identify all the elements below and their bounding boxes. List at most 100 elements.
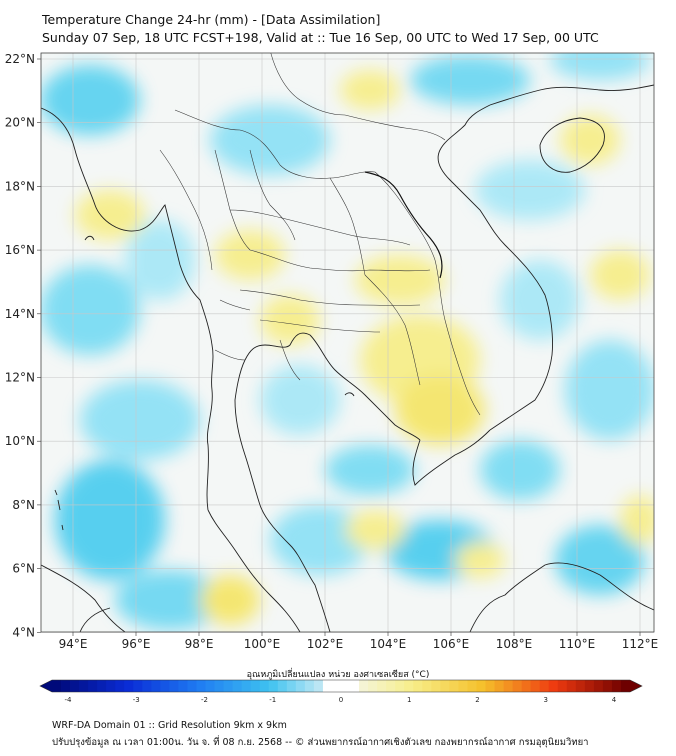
longitude-label: 100°E	[244, 637, 281, 651]
colorbar-segment	[467, 680, 477, 692]
colorbar-segment	[70, 680, 80, 692]
colorbar-tick-label: 1	[407, 696, 411, 704]
colorbar-tick-label: 3	[544, 696, 548, 704]
colorbar-segment	[241, 680, 252, 692]
colorbar-segment	[341, 680, 351, 692]
longitude-label: 108°E	[496, 637, 533, 651]
colorbar-segment	[295, 680, 306, 692]
longitude-label: 94°E	[59, 637, 88, 651]
colorbar-tick-label: -1	[269, 696, 276, 704]
colorbar-segment	[124, 680, 134, 692]
colorbar-segment	[160, 680, 170, 692]
colorbar-segment	[106, 680, 116, 692]
colorbar-segment	[503, 680, 513, 692]
colorbar-segment	[169, 680, 179, 692]
colorbar-max-arrow	[630, 680, 642, 692]
colorbar-segment	[259, 680, 270, 692]
map-title: Temperature Change 24-hr (mm) - [Data As…	[42, 12, 381, 27]
colorbar-segment	[97, 680, 107, 692]
colorbar-segment	[593, 680, 604, 692]
colorbar-segment	[79, 680, 89, 692]
map-subtitle: Sunday 07 Sep, 18 UTC FCST+198, Valid at…	[42, 30, 599, 45]
colorbar-segment	[250, 680, 261, 692]
colorbar-segment	[331, 680, 342, 692]
latitude-label: 22°N	[5, 52, 35, 66]
colorbar-segment	[584, 680, 595, 692]
colorbar-segment	[232, 680, 243, 692]
colorbar-segment	[539, 680, 550, 692]
colorbar-segment	[350, 680, 360, 692]
colorbar-segment	[322, 680, 333, 692]
colorbar-segment	[575, 680, 586, 692]
colorbar-segment	[404, 680, 414, 692]
temperature-field	[41, 53, 654, 632]
colorbar-segment	[494, 680, 504, 692]
graticule	[37, 53, 654, 636]
colorbar-segment	[304, 680, 315, 692]
latitude-label: 10°N	[5, 434, 35, 448]
longitude-label: 98°E	[185, 637, 214, 651]
colorbar-segment	[196, 680, 206, 692]
colorbar-segment	[377, 680, 387, 692]
latitude-label: 8°N	[12, 498, 35, 512]
footer-credit: ปรับปรุงข้อมูล ณ เวลา 01:00น. วัน จ. ที่…	[52, 737, 589, 748]
colorbar-segment	[223, 680, 234, 692]
longitude-label: 112°E	[622, 637, 659, 651]
latitude-label: 16°N	[5, 243, 35, 257]
longitude-label: 110°E	[559, 637, 596, 651]
latitude-label: 12°N	[5, 371, 35, 385]
colorbar-title: อุณหภูมิเปลี่ยนแปลง หน่วย องศาเซลเซียส (…	[246, 670, 430, 680]
colorbar-segment	[359, 680, 369, 692]
longitude-label: 104°E	[370, 637, 407, 651]
longitude-label: 102°E	[307, 637, 344, 651]
colorbar-segment	[133, 680, 143, 692]
colorbar-segment	[458, 680, 468, 692]
latitude-label: 6°N	[12, 562, 35, 576]
colorbar-segment	[286, 680, 297, 692]
colorbar-segment	[368, 680, 378, 692]
colorbar-segment	[395, 680, 405, 692]
colorbar-segment	[440, 680, 450, 692]
colorbar-segment	[422, 680, 432, 692]
colorbar-tick-label: -4	[65, 696, 73, 704]
colorbar-segment	[521, 680, 532, 692]
colorbar-tick-label: -2	[201, 696, 208, 704]
colorbar-segment	[602, 680, 613, 692]
colorbar-segment	[277, 680, 288, 692]
coastlines	[41, 84, 654, 632]
province-borders	[159, 53, 481, 416]
colorbar-segment	[142, 680, 152, 692]
colorbar-segment	[431, 680, 441, 692]
latitude-label: 4°N	[12, 625, 35, 639]
colorbar-segment	[512, 680, 523, 692]
colorbar-segment	[151, 680, 161, 692]
colorbar-segment	[214, 680, 224, 692]
colorbar-segment	[386, 680, 396, 692]
longitude-label: 96°E	[122, 637, 151, 651]
colorbar-segment	[205, 680, 215, 692]
colorbar-segment	[611, 680, 622, 692]
longitude-label: 106°E	[433, 637, 470, 651]
colorbar-segment	[313, 680, 324, 692]
colorbar-tick-label: 0	[339, 696, 343, 704]
colorbar-tick-label: 4	[612, 696, 617, 704]
colorbar-segment	[88, 680, 98, 692]
colorbar-tick-label: -3	[133, 696, 140, 704]
colorbar-segment	[485, 680, 495, 692]
colorbar-segment	[476, 680, 486, 692]
colorbar-min-arrow	[40, 680, 52, 692]
colorbar-segment	[548, 680, 559, 692]
colorbar-segment	[268, 680, 279, 692]
colorbar-segment	[61, 680, 71, 692]
colorbar-segment	[178, 680, 188, 692]
colorbar-segment	[413, 680, 423, 692]
latitude-label: 14°N	[5, 307, 35, 321]
colorbar-segment	[566, 680, 577, 692]
colorbar-segment	[530, 680, 541, 692]
latitude-labels: 22°N 20°N 18°N 16°N 14°N 12°N 10°N 8°N 6°N 4°N	[5, 52, 35, 639]
map-frame	[40, 52, 655, 633]
colorbar-segment	[115, 680, 125, 692]
colorbar-tick-label: 2	[475, 696, 479, 704]
colorbar-segment	[449, 680, 459, 692]
